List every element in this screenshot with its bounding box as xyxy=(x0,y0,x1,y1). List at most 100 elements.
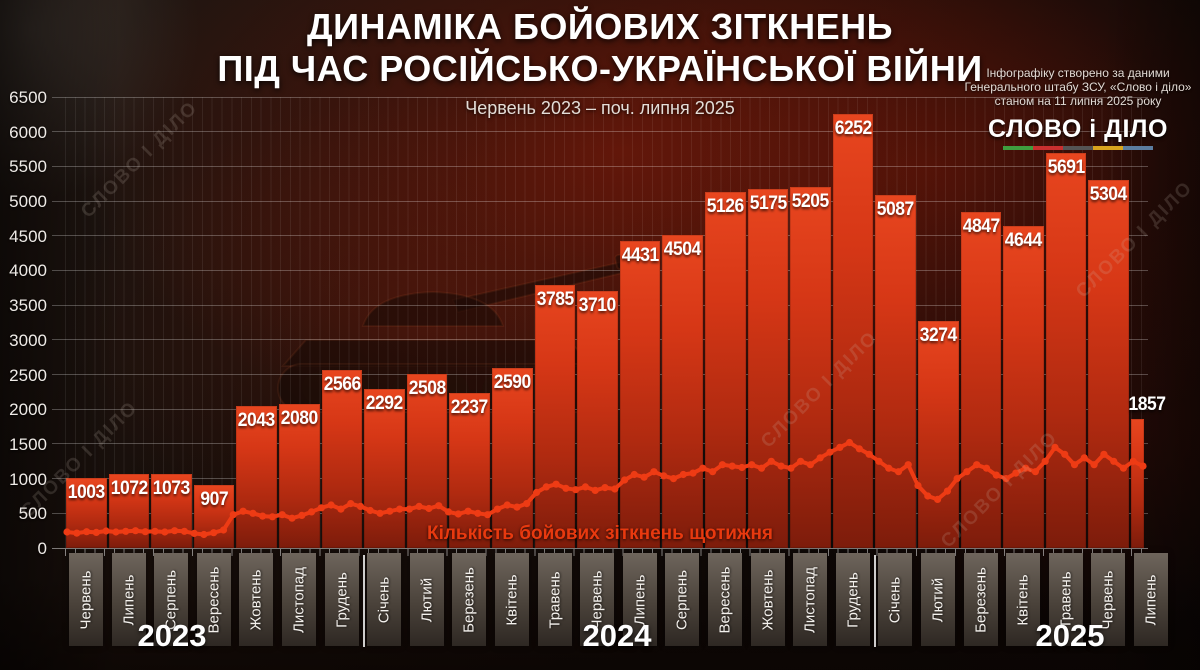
weekly-line-marker xyxy=(1100,450,1108,458)
bar-value-label: 2508 xyxy=(408,377,447,399)
bar xyxy=(1130,419,1144,548)
month-label-strip: Травень xyxy=(537,553,572,646)
weekly-line-marker xyxy=(689,469,697,477)
bar xyxy=(619,240,661,548)
month-label-strip: Вересень xyxy=(196,553,231,646)
weekly-line-marker xyxy=(797,457,805,465)
weekly-line-marker xyxy=(268,513,276,521)
bar xyxy=(832,114,874,548)
month-label-strip: Червень xyxy=(580,553,615,646)
weekly-line-marker xyxy=(161,528,169,536)
weekly-line-marker xyxy=(660,472,668,480)
weekly-line-marker xyxy=(151,527,159,535)
gridline-h xyxy=(52,131,1148,133)
gridline-h xyxy=(52,200,1148,202)
weekly-line-marker xyxy=(337,505,345,513)
weekly-line-marker xyxy=(748,461,756,469)
bar xyxy=(705,192,746,548)
bar xyxy=(1088,179,1129,548)
bar-value-label: 2590 xyxy=(493,372,532,394)
month-label-strip: Жовтень xyxy=(750,553,785,646)
month-label-strip: Лютий xyxy=(409,553,444,646)
source-attribution: Інфографіку створено за даними Генеральн… xyxy=(960,66,1196,150)
month-label-strip: Жовтень xyxy=(239,553,274,646)
bar-value-label: 1072 xyxy=(110,477,148,499)
weekly-line-marker xyxy=(728,462,736,470)
month-label-strip: Червень xyxy=(69,553,103,646)
bar-value-label: 2237 xyxy=(451,396,489,418)
logo-stripe-segment xyxy=(1093,146,1123,150)
bar-value-label: 6252 xyxy=(834,118,873,140)
weekly-line-marker xyxy=(669,475,678,483)
weekly-line-marker xyxy=(718,461,727,469)
y-tick-label: 6000 xyxy=(9,122,47,142)
weekly-line-marker xyxy=(83,528,91,536)
month-label-strip: Липень xyxy=(1134,553,1168,646)
weekly-line-marker xyxy=(278,511,286,519)
bar-value-label: 3710 xyxy=(578,294,617,316)
source-line: Генерального штабу ЗСУ, «Слово і діло» xyxy=(964,80,1192,94)
logo-stripe-segment xyxy=(1003,146,1033,150)
weekly-line-marker xyxy=(288,514,296,522)
month-label-strip: Квітень xyxy=(495,553,529,646)
y-tick-label: 2500 xyxy=(9,365,47,385)
bar xyxy=(108,473,150,548)
weekly-line-marker xyxy=(914,482,922,490)
weekly-line-marker xyxy=(200,530,208,539)
weekly-line-marker xyxy=(219,526,228,534)
weekly-line-marker xyxy=(757,464,766,472)
weekly-line-marker xyxy=(865,450,873,458)
y-tick-label: 1500 xyxy=(9,434,47,454)
weekly-line-marker xyxy=(816,454,824,462)
month-label-strip: Серпень xyxy=(154,553,189,646)
weekly-line-marker xyxy=(963,468,971,476)
weekly-line-marker xyxy=(444,508,453,516)
bar xyxy=(960,211,1002,548)
weekly-line-marker xyxy=(601,484,609,492)
month-label-strip: Квітень xyxy=(1006,553,1041,646)
weekly-line-marker xyxy=(640,473,648,481)
weekly-line-marker xyxy=(1090,461,1098,469)
bar xyxy=(492,368,533,548)
weekly-line-marker xyxy=(503,501,511,509)
weekly-line-marker xyxy=(298,511,306,519)
bar-value-label: 5175 xyxy=(749,192,787,214)
weekly-line-marker xyxy=(122,527,130,535)
slovo-i-dilo-logo: СЛОВО і ДІЛО xyxy=(988,115,1168,143)
logo-stripe-segment xyxy=(1063,146,1093,150)
logo-stripe-segment xyxy=(1033,146,1063,150)
weekly-line-marker xyxy=(572,486,580,494)
weekly-line-marker xyxy=(513,503,521,511)
weekly-line-marker xyxy=(1080,454,1088,462)
weekly-line-marker xyxy=(317,504,325,512)
weekly-line-marker xyxy=(376,509,384,517)
gridline-h xyxy=(52,547,1148,549)
bar-value-label: 907 xyxy=(200,489,228,511)
weekly-line-marker xyxy=(787,464,795,472)
weekly-line-marker xyxy=(73,529,81,537)
weekly-line-marker xyxy=(581,483,590,491)
weekly-line-marker xyxy=(1129,457,1137,465)
bar-value-label: 4431 xyxy=(621,244,660,266)
weekly-line-marker xyxy=(1070,461,1079,469)
bar-value-label: 5691 xyxy=(1047,157,1086,179)
weekly-line-marker xyxy=(523,500,531,508)
weekly-line-marker xyxy=(102,527,110,535)
weekly-line-marker xyxy=(777,462,785,470)
weekly-line-marker xyxy=(435,502,443,510)
y-tick-label: 5500 xyxy=(9,157,47,177)
weekly-line-caption: Кількість бойових зіткнень щотижня xyxy=(426,523,774,544)
bar-value-label: 5087 xyxy=(877,199,915,221)
weekly-line-marker xyxy=(1110,457,1118,465)
weekly-line-marker xyxy=(180,527,188,535)
weekly-line-marker xyxy=(699,464,707,472)
weekly-line-marker xyxy=(356,502,365,510)
weekly-line-marker xyxy=(552,480,560,488)
bar-value-label: 5126 xyxy=(706,196,745,218)
bar-value-label: 4644 xyxy=(1004,229,1043,251)
weekly-line-marker xyxy=(709,468,717,476)
bar-value-label: 1073 xyxy=(152,477,191,499)
weekly-line-marker xyxy=(366,506,374,515)
